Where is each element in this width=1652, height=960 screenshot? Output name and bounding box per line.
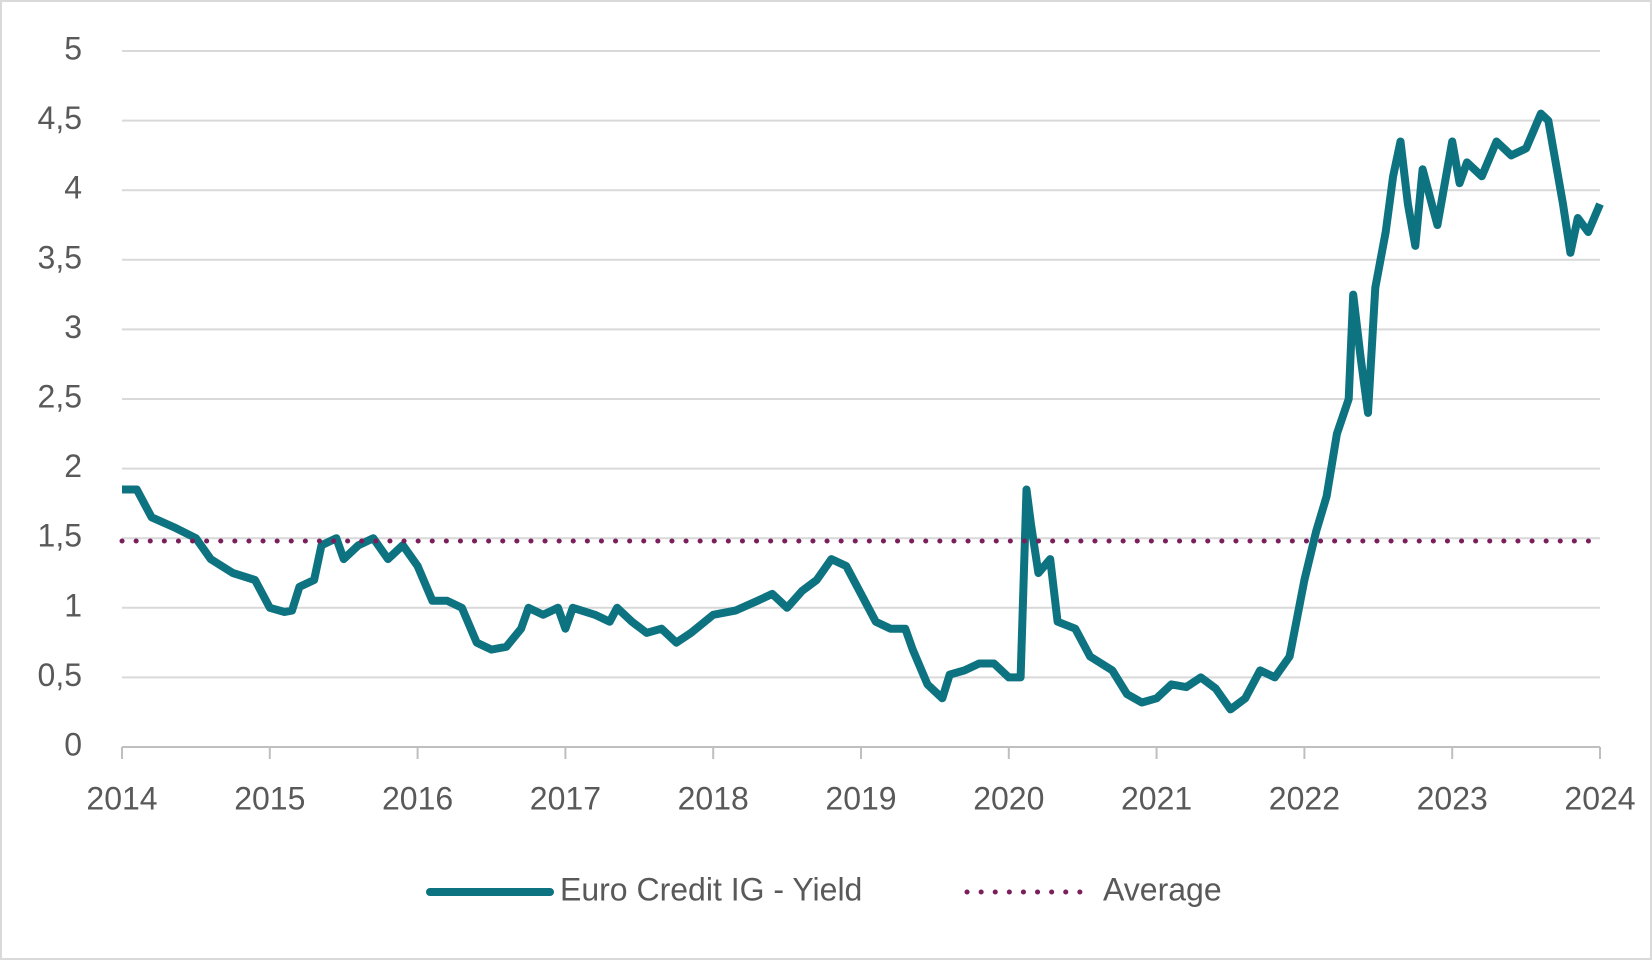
- x-tick-label: 2022: [1269, 780, 1340, 816]
- x-tick-label: 2016: [382, 780, 453, 816]
- y-tick-label: 2,5: [38, 378, 82, 414]
- y-tick-label: 3,5: [38, 239, 82, 275]
- x-tick-label: 2017: [530, 780, 601, 816]
- y-tick-label: 2: [64, 448, 82, 484]
- legend-label: Average: [1103, 871, 1222, 907]
- y-tick-label: 3: [64, 309, 82, 345]
- y-tick-label: 1,5: [38, 518, 82, 554]
- x-tick-label: 2020: [973, 780, 1044, 816]
- x-tick-label: 2019: [825, 780, 896, 816]
- y-tick-label: 0: [64, 726, 82, 762]
- series-line: [122, 109, 1604, 714]
- legend-label: Euro Credit IG - Yield: [560, 871, 862, 907]
- y-tick-label: 4: [64, 170, 82, 206]
- x-tick-label: 2024: [1564, 780, 1635, 816]
- y-tick-label: 1: [64, 587, 82, 623]
- y-tick-label: 5: [64, 30, 82, 66]
- x-tick-label: 2018: [678, 780, 749, 816]
- x-tick-label: 2023: [1417, 780, 1488, 816]
- x-tick-label: 2015: [234, 780, 305, 816]
- x-tick-label: 2021: [1121, 780, 1192, 816]
- y-tick-label: 4,5: [38, 100, 82, 136]
- y-tick-label: 0,5: [38, 657, 82, 693]
- x-tick-label: 2014: [86, 780, 157, 816]
